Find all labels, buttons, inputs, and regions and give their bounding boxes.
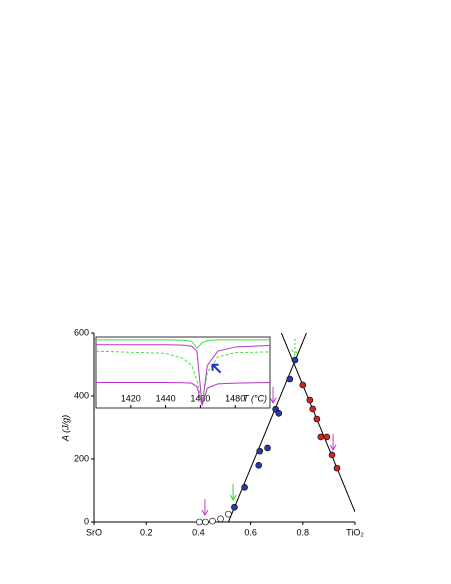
- inset-x-label: T (°C): [243, 393, 267, 403]
- x-tick-label: TiO₂: [346, 527, 364, 537]
- y-tick-label: 200: [74, 453, 89, 463]
- point: [196, 518, 203, 526]
- point: [225, 510, 232, 518]
- inset-curve: [95, 350, 271, 406]
- arrow: [291, 339, 299, 357]
- x-tick-label: 0.6: [244, 527, 257, 537]
- point: [313, 415, 321, 423]
- arrow: [201, 499, 209, 517]
- x-tick-label: 0.4: [192, 527, 205, 537]
- y-axis-label: A (J/g): [60, 415, 70, 442]
- x-tick-label: SrO: [86, 527, 102, 537]
- point: [255, 461, 262, 469]
- arrow: [329, 433, 337, 451]
- point: [333, 464, 341, 472]
- point: [291, 356, 299, 364]
- point: [286, 375, 294, 383]
- inset-curve: [96, 344, 271, 406]
- point: [241, 484, 248, 491]
- y-tick-label: 0: [84, 516, 89, 526]
- x-tick-label: 0.8: [297, 527, 310, 537]
- point: [309, 405, 317, 413]
- inset-arrow: [211, 363, 222, 374]
- point: [306, 396, 314, 404]
- point: [264, 444, 271, 452]
- arrow: [229, 483, 237, 501]
- y-tick-label: 400: [74, 390, 89, 400]
- y-tick-label: 600: [74, 327, 89, 337]
- x-tick-label: 0.2: [140, 527, 153, 537]
- point: [275, 410, 283, 417]
- point: [231, 503, 238, 511]
- arrow: [269, 386, 277, 404]
- point: [256, 447, 264, 455]
- point: [209, 517, 216, 525]
- inset-x-tick-label: 1440: [156, 393, 176, 403]
- point: [328, 451, 336, 459]
- point: [217, 515, 224, 523]
- inset-curve: [96, 381, 271, 407]
- inset-frame: [95, 336, 271, 409]
- fit-line: [227, 333, 307, 522]
- point: [323, 433, 331, 441]
- inset-x-tick-label: 1420: [121, 393, 141, 403]
- inset-curve: [96, 339, 270, 350]
- point: [317, 433, 325, 441]
- point: [299, 381, 307, 389]
- inset-x-tick-label: 1480: [225, 393, 245, 403]
- point: [202, 518, 209, 526]
